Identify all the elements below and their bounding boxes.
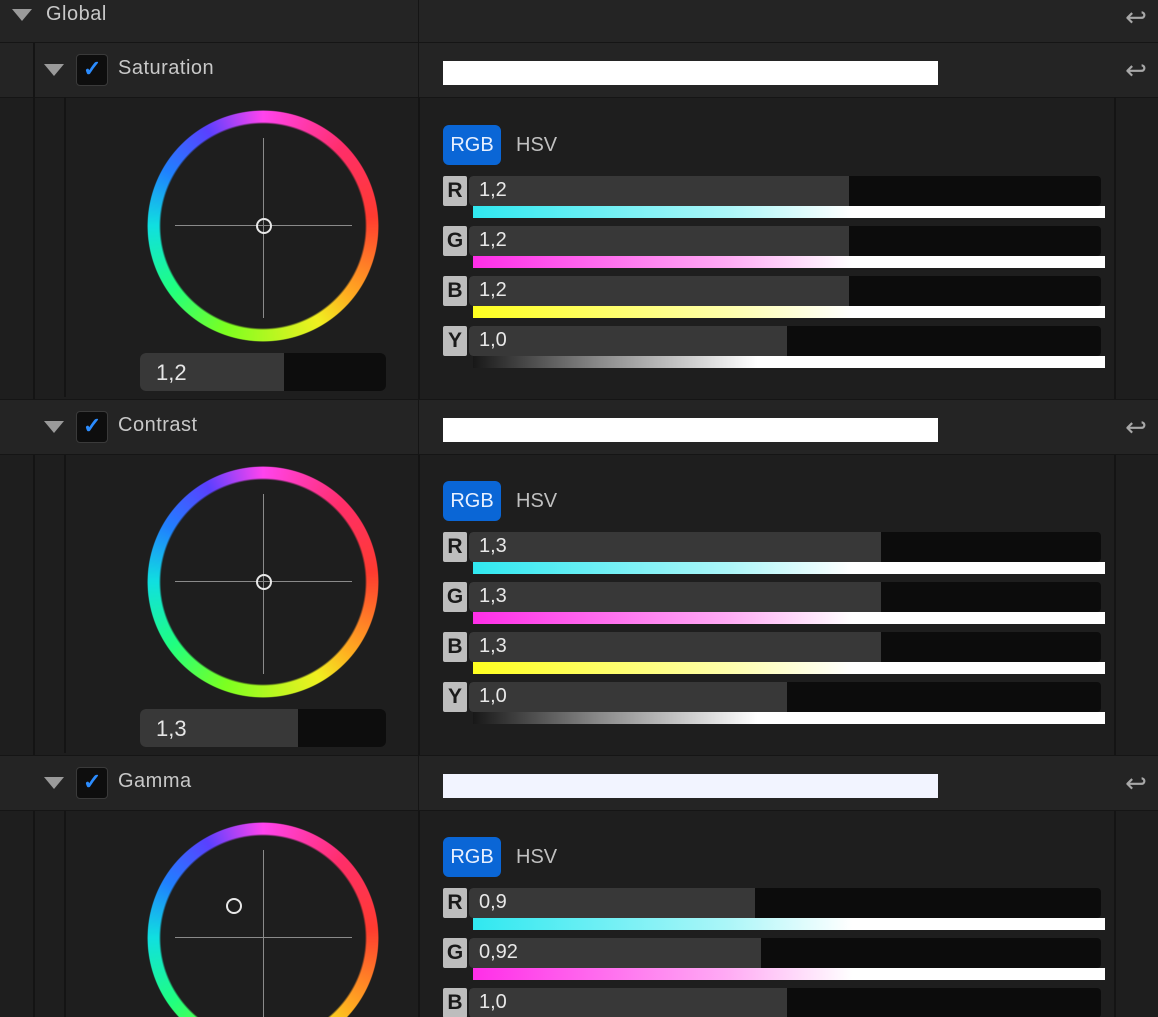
- channel-row[interactable]: B 1,2: [443, 276, 1105, 324]
- channel-value: 1,0: [479, 329, 507, 351]
- channel-slider[interactable]: 1,2: [469, 226, 1101, 256]
- rgb-mode-button[interactable]: RGB: [443, 481, 501, 521]
- saturation-wheel-panel: 1,2: [0, 98, 418, 398]
- channel-value: 1,3: [479, 585, 507, 607]
- gamma-color-preview[interactable]: [443, 774, 938, 798]
- channel-value: 1,2: [479, 229, 507, 251]
- contrast-header: ✓ Contrast ↩: [0, 399, 1158, 455]
- reset-icon[interactable]: ↩: [1125, 412, 1147, 442]
- channel-row[interactable]: R 0,9: [443, 888, 1105, 936]
- contrast-color-preview[interactable]: [443, 418, 938, 442]
- contrast-label: Contrast: [118, 414, 198, 436]
- channel-letter: Y: [443, 326, 467, 356]
- saturation-value-field[interactable]: 1,2: [140, 353, 386, 391]
- channel-row[interactable]: B 1,0: [443, 988, 1105, 1017]
- contrast-checkbox[interactable]: ✓: [76, 411, 108, 443]
- value-text: 1,3: [156, 716, 187, 741]
- channel-gradient: [473, 662, 1105, 674]
- wheel-handle[interactable]: [226, 898, 242, 914]
- collapse-arrow-icon[interactable]: [44, 64, 64, 76]
- channel-value: 1,0: [479, 685, 507, 707]
- channel-row[interactable]: G 1,2: [443, 226, 1105, 274]
- channel-letter: B: [443, 276, 467, 306]
- channel-slider[interactable]: 1,3: [469, 632, 1101, 662]
- channel-row[interactable]: Y 1,0: [443, 682, 1105, 730]
- channel-gradient: [473, 256, 1105, 268]
- contrast-value-field[interactable]: 1,3: [140, 709, 386, 747]
- channel-slider[interactable]: 0,9: [469, 888, 1101, 918]
- checkmark-icon: ✓: [83, 769, 102, 794]
- channel-letter: R: [443, 888, 467, 918]
- value-field-fill: [140, 709, 298, 747]
- saturation-header: ✓ Saturation ↩: [0, 43, 1158, 98]
- channel-value: 1,3: [479, 635, 507, 657]
- channel-slider[interactable]: 1,2: [469, 276, 1101, 306]
- checkmark-icon: ✓: [83, 56, 102, 81]
- channel-slider[interactable]: 1,3: [469, 532, 1101, 562]
- value-text: 1,2: [156, 360, 187, 385]
- channel-letter: Y: [443, 682, 467, 712]
- channel-row[interactable]: B 1,3: [443, 632, 1105, 680]
- channel-row[interactable]: G 1,3: [443, 582, 1105, 630]
- reset-icon[interactable]: ↩: [1125, 768, 1147, 798]
- hsv-mode-button[interactable]: HSV: [516, 134, 558, 156]
- channel-slider[interactable]: 1,3: [469, 582, 1101, 612]
- gamma-wheel-panel: [0, 810, 418, 1017]
- channel-value: 1,0: [479, 991, 507, 1013]
- channel-gradient: [473, 712, 1105, 724]
- gamma-label: Gamma: [118, 770, 192, 792]
- contrast-wheel-panel: 1,3: [0, 454, 418, 754]
- collapse-arrow-icon[interactable]: [44, 421, 64, 433]
- channel-gradient: [473, 612, 1105, 624]
- collapse-arrow-icon[interactable]: [12, 9, 32, 21]
- channel-gradient: [473, 918, 1105, 930]
- channel-letter: G: [443, 938, 467, 968]
- channel-gradient: [473, 562, 1105, 574]
- channel-slider[interactable]: 1,2: [469, 176, 1101, 206]
- channel-gradient: [473, 356, 1105, 368]
- channel-row[interactable]: G 0,92: [443, 938, 1105, 986]
- reset-icon[interactable]: ↩: [1125, 2, 1147, 32]
- channel-value: 1,2: [479, 279, 507, 301]
- reset-icon[interactable]: ↩: [1125, 55, 1147, 85]
- saturation-label: Saturation: [118, 57, 215, 79]
- wheel-handle[interactable]: [256, 218, 272, 234]
- checkmark-icon: ✓: [83, 413, 102, 438]
- channel-letter: G: [443, 582, 467, 612]
- channel-value: 0,92: [479, 941, 518, 963]
- channel-slider[interactable]: 1,0: [469, 988, 1101, 1017]
- collapse-arrow-icon[interactable]: [44, 777, 64, 789]
- saturation-color-preview[interactable]: [443, 61, 938, 85]
- rgb-mode-button[interactable]: RGB: [443, 837, 501, 877]
- channel-value: 1,2: [479, 179, 507, 201]
- channel-letter: B: [443, 632, 467, 662]
- hsv-mode-button[interactable]: HSV: [516, 846, 558, 868]
- hsv-mode-button[interactable]: HSV: [516, 490, 558, 512]
- value-field-fill: [140, 353, 284, 391]
- channel-slider[interactable]: 1,0: [469, 682, 1101, 712]
- global-label: Global: [46, 3, 107, 25]
- wheel-handle[interactable]: [256, 574, 272, 590]
- wheel-crosshair-vertical: [263, 850, 264, 1017]
- channel-row[interactable]: R 1,2: [443, 176, 1105, 224]
- saturation-checkbox[interactable]: ✓: [76, 54, 108, 86]
- gamma-checkbox[interactable]: ✓: [76, 767, 108, 799]
- channel-letter: G: [443, 226, 467, 256]
- channel-letter: R: [443, 532, 467, 562]
- channel-row[interactable]: R 1,3: [443, 532, 1105, 580]
- global-header: Global ↩: [0, 0, 1158, 43]
- channel-letter: R: [443, 176, 467, 206]
- channel-value: 0,9: [479, 891, 507, 913]
- channel-letter: B: [443, 988, 467, 1017]
- channel-slider[interactable]: 0,92: [469, 938, 1101, 968]
- gamma-header: ✓ Gamma ↩: [0, 755, 1158, 811]
- channel-gradient: [473, 206, 1105, 218]
- channel-gradient: [473, 306, 1105, 318]
- channel-slider[interactable]: 1,0: [469, 326, 1101, 356]
- channel-value: 1,3: [479, 535, 507, 557]
- channel-gradient: [473, 968, 1105, 980]
- rgb-mode-button[interactable]: RGB: [443, 125, 501, 165]
- channel-row[interactable]: Y 1,0: [443, 326, 1105, 374]
